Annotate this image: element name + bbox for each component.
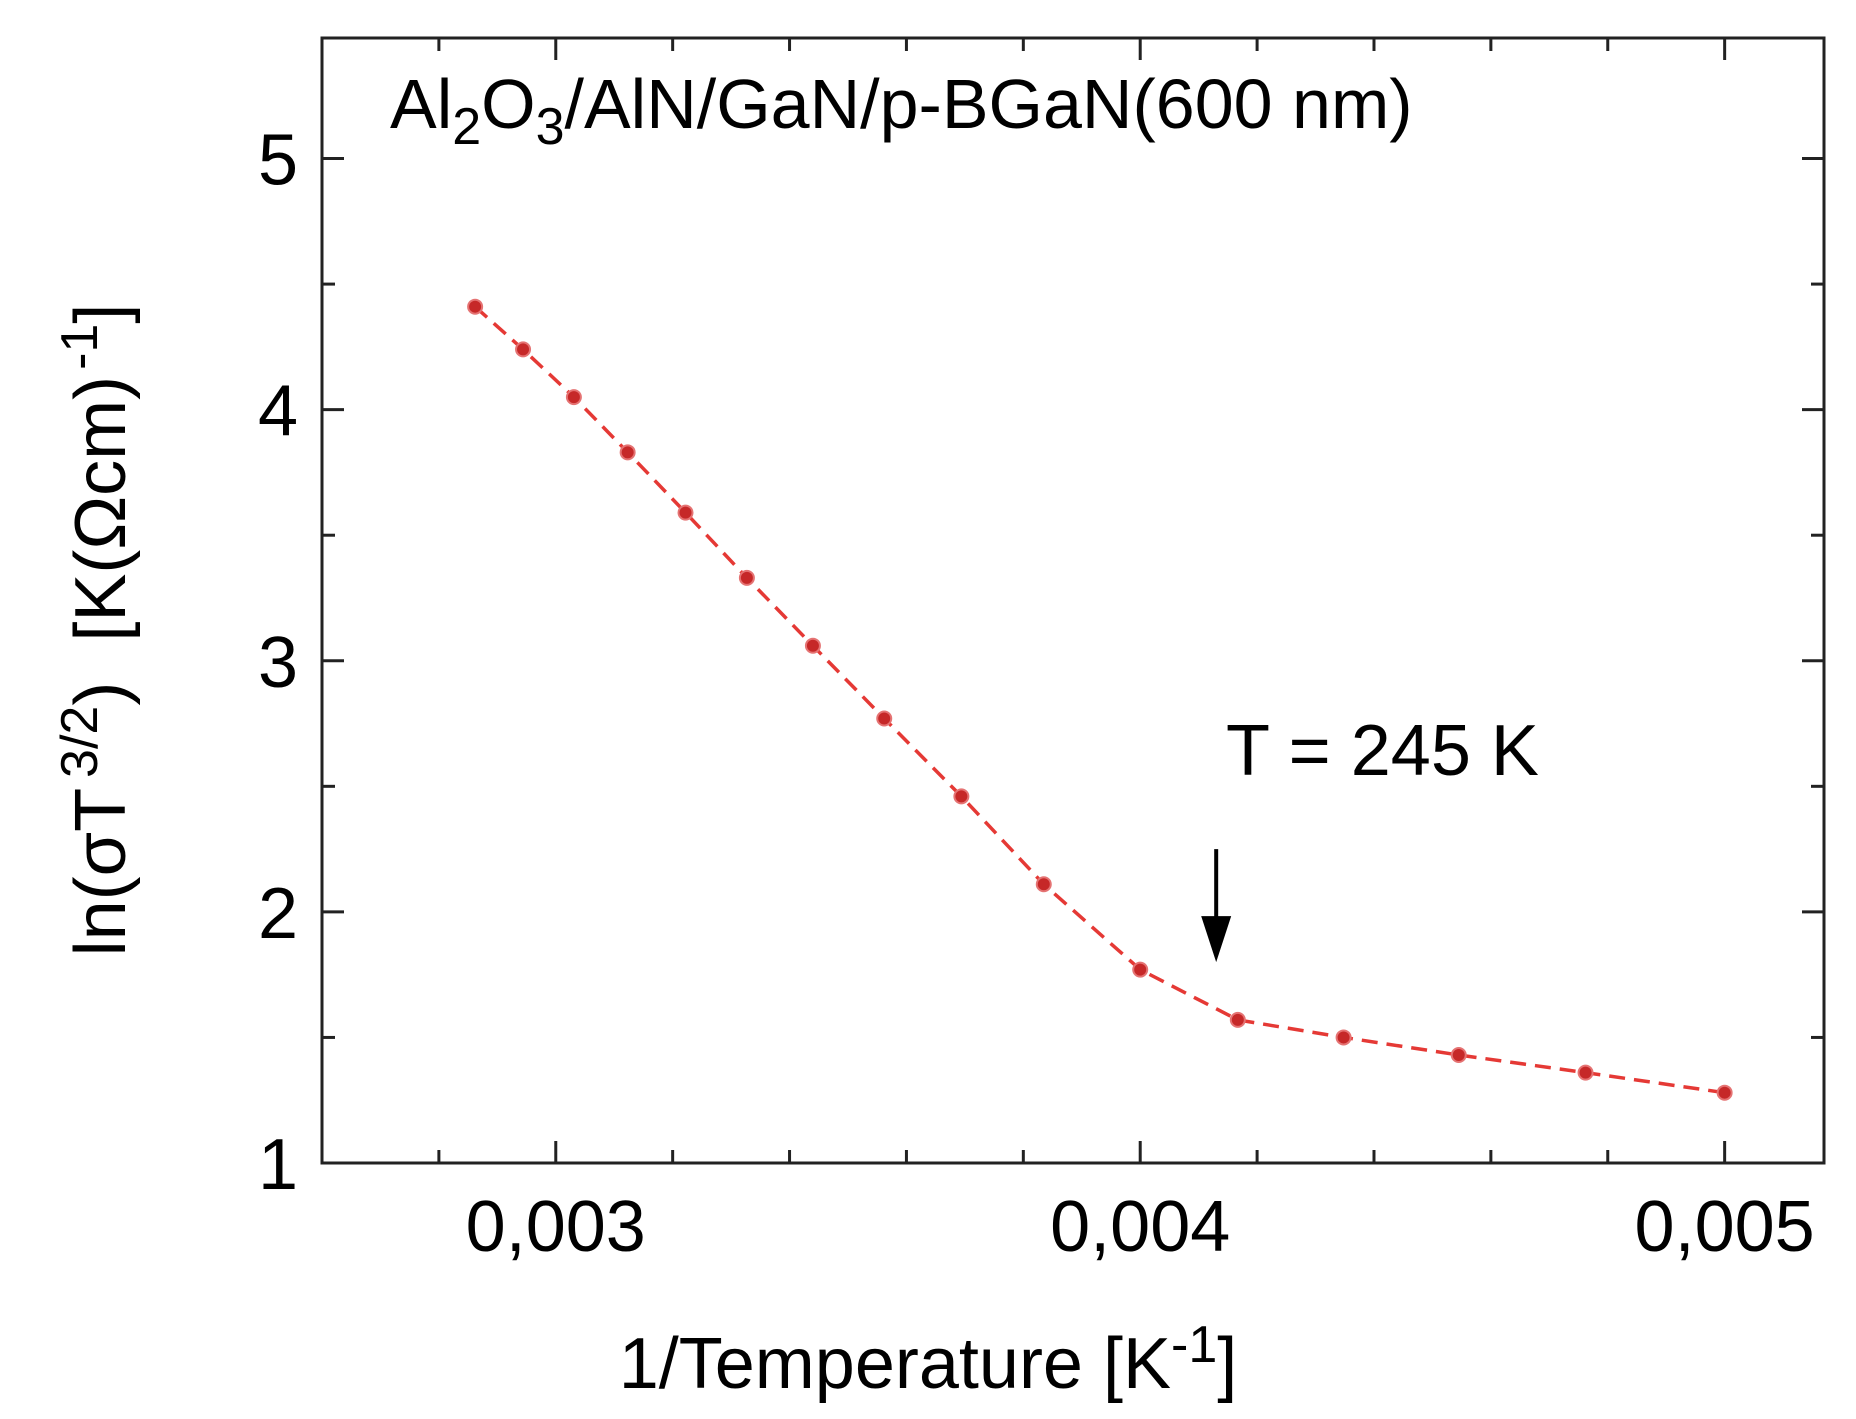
data-point — [1577, 1064, 1594, 1081]
y-tick-label: 1 — [258, 1125, 298, 1205]
y-axis-label-part: ln(σT — [61, 788, 141, 956]
y-tick-label: 5 — [258, 121, 298, 201]
data-point — [876, 710, 893, 727]
plot-frame — [320, 36, 1826, 1165]
plot-title-part: Al — [390, 65, 452, 143]
annotation-text: T = 245 K — [1226, 711, 1539, 791]
data-point — [1035, 876, 1052, 893]
y-axis-label-part: ) [K(Ωcm) — [61, 376, 141, 706]
x-axis-label-superscript: -1 — [1171, 1316, 1217, 1374]
ticks-layer — [322, 38, 1824, 1165]
annotation-arrow-head — [1201, 916, 1232, 963]
y-axis-label-superscript: -1 — [51, 324, 109, 370]
plot-title-subscript: 2 — [452, 98, 481, 156]
x-tick-label: 0,004 — [1050, 1187, 1230, 1267]
y-tick-label: 3 — [258, 623, 298, 703]
data-point — [1229, 1011, 1246, 1028]
data-point — [953, 788, 970, 805]
series-layer — [467, 298, 1733, 1101]
labels-layer: 0,003 0,004 0,005 1 2 3 4 5 — [258, 121, 1815, 1267]
data-point — [515, 341, 532, 358]
data-point — [619, 444, 636, 461]
annotation-temperature: T = 245 K — [1201, 711, 1539, 963]
series-line — [473, 305, 1725, 1095]
x-axis-label-part: ] — [1217, 1324, 1237, 1404]
x-axis-label-part: 1/Temperature [K — [619, 1324, 1171, 1404]
y-tick-label: 4 — [258, 372, 298, 452]
x-tick-label: 0,003 — [466, 1187, 646, 1267]
y-tick-label: 2 — [258, 874, 298, 954]
plot-title: Al2O3/AlN/GaN/p-BGaN(600 nm) — [390, 65, 1413, 156]
plot-title-part: O — [481, 65, 535, 143]
data-point — [677, 504, 694, 521]
data-point — [1335, 1029, 1352, 1046]
data-point — [1450, 1047, 1467, 1064]
data-point — [1132, 961, 1149, 978]
data-point — [1716, 1084, 1733, 1101]
x-axis-label: 1/Temperature [K-1] — [619, 1316, 1238, 1404]
data-point — [467, 298, 484, 315]
data-point — [565, 389, 582, 406]
y-axis-label-part: ] — [61, 304, 141, 324]
x-tick-label: 0,005 — [1635, 1187, 1815, 1267]
data-point — [804, 637, 821, 654]
data-point — [738, 569, 755, 586]
plot-title-subscript: 3 — [536, 98, 565, 156]
plot-title-part: /AlN/GaN/p-BGaN(600 nm) — [565, 65, 1413, 143]
y-axis-label: ln(σT 3/2) [K(Ωcm) -1] — [51, 304, 141, 957]
y-axis-label-superscript: 3/2 — [51, 706, 109, 778]
